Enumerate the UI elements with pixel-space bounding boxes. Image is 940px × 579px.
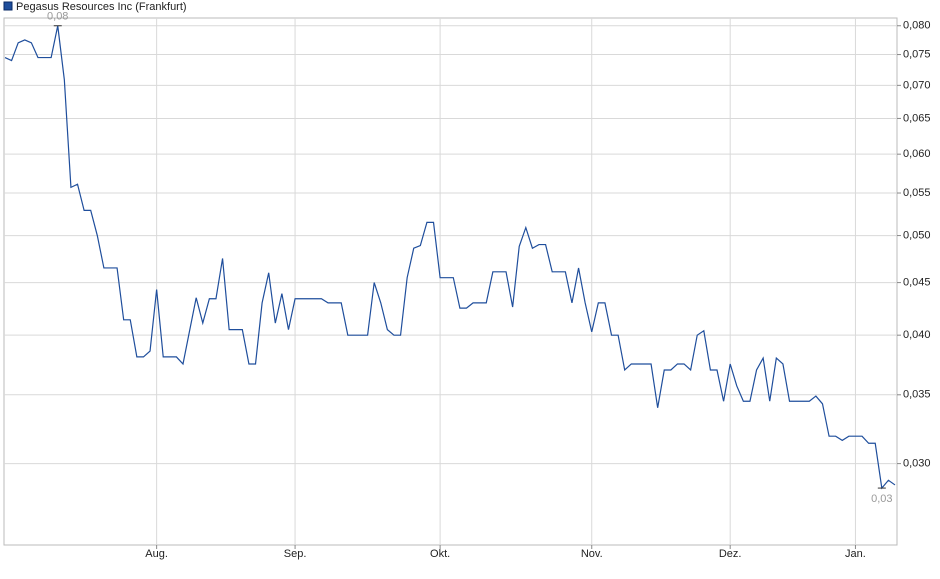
y-tick-label: 0,030 [903, 458, 931, 470]
price-line [4, 25, 896, 490]
x-tick-label: Dez. [719, 548, 742, 560]
legend-swatch [3, 1, 13, 11]
x-tick-label: Jan. [845, 548, 866, 560]
annotation-label: 0,03 [871, 493, 892, 505]
legend-label: Pegasus Resources Inc (Frankfurt) [16, 1, 187, 13]
plot-frame [3, 17, 898, 546]
y-tick-label: 0,050 [903, 229, 931, 241]
x-tick-label: Okt. [430, 548, 450, 560]
y-tick-label: 0,040 [903, 329, 931, 341]
y-tick-label: 0,035 [903, 389, 931, 401]
y-tick-label: 0,045 [903, 277, 931, 289]
annotation-label: 0,08 [47, 11, 68, 23]
y-tick-label: 0,065 [903, 112, 931, 124]
y-tick-label: 0,070 [903, 79, 931, 91]
x-tick-label: Nov. [581, 548, 603, 560]
y-tick-label: 0,060 [903, 148, 931, 160]
x-tick-label: Sep. [284, 548, 307, 560]
y-tick-label: 0,055 [903, 187, 931, 199]
y-tick-label: 0,080 [903, 20, 931, 32]
y-tick-label: 0,075 [903, 48, 931, 60]
x-tick-label: Aug. [145, 548, 168, 560]
